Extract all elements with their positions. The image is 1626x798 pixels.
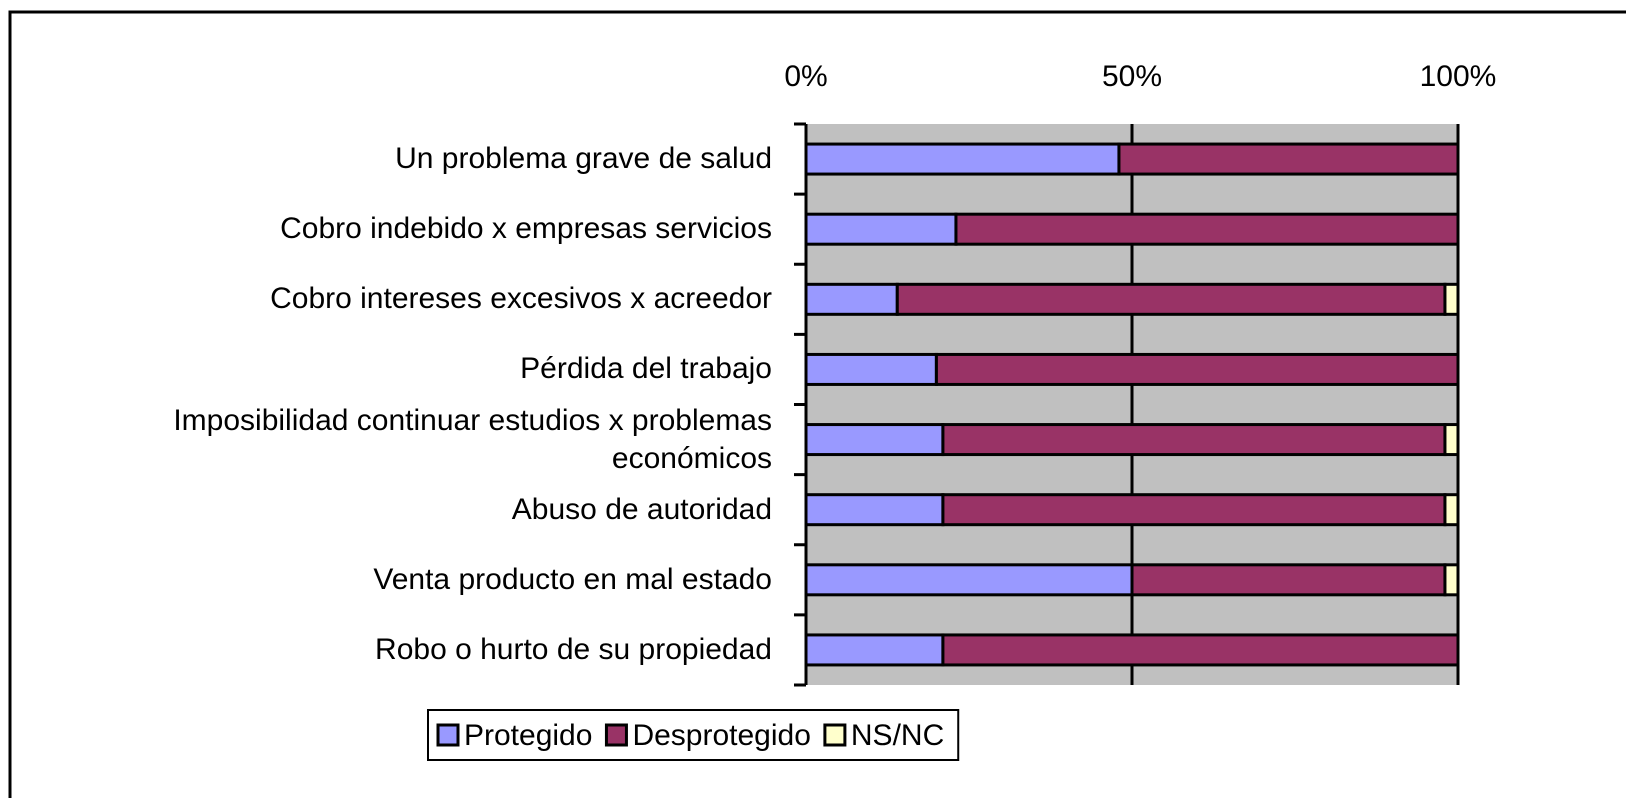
bar-segment [1443, 563, 1460, 597]
bar-segment [804, 352, 938, 386]
y-tick-label: Cobro indebido x empresas servicios [280, 212, 772, 246]
bar-segment [954, 212, 1460, 246]
x-tick-label: 50% [1102, 60, 1162, 93]
legend-swatch [436, 723, 460, 747]
x-tick-label: 0% [784, 60, 827, 93]
bar-segment [1443, 423, 1460, 457]
bar-segment [804, 142, 1121, 176]
bar-segment [934, 352, 1460, 386]
y-tick-label: Imposibilidad continuar estudios x probl… [173, 403, 772, 475]
y-tick-label: Venta producto en mal estado [373, 562, 772, 596]
bar-segment [804, 212, 958, 246]
bar-segment [804, 563, 1134, 597]
y-tick-label: Robo o hurto de su propiedad [375, 632, 772, 666]
legend-swatch [823, 723, 847, 747]
x-tick-label: 100% [1420, 60, 1497, 93]
bar-segment [804, 633, 945, 667]
bar-segment [1443, 282, 1460, 316]
bar-segment [941, 633, 1460, 667]
y-tick-label: Abuso de autoridad [511, 492, 772, 526]
bar-segment [1117, 142, 1460, 176]
bar-segment [941, 423, 1447, 457]
y-tick-label: Un problema grave de salud [395, 142, 772, 176]
legend-label: NS/NC [851, 719, 944, 752]
frame [8, 10, 1626, 798]
bar-segment [1130, 563, 1447, 597]
bar-segment [1443, 493, 1460, 527]
bar-segment [941, 493, 1447, 527]
bar-segment [804, 282, 899, 316]
legend-label: Protegido [464, 719, 592, 752]
legend-box [427, 709, 960, 761]
y-tick-label: Pérdida del trabajo [520, 352, 772, 386]
bar-segment [804, 493, 945, 527]
y-tick-label: Cobro intereses excesivos x acreedor [270, 282, 772, 316]
legend-label: Desprotegido [632, 719, 810, 752]
bar-segment [895, 282, 1447, 316]
bar-segment [804, 423, 945, 457]
legend-swatch [604, 723, 628, 747]
